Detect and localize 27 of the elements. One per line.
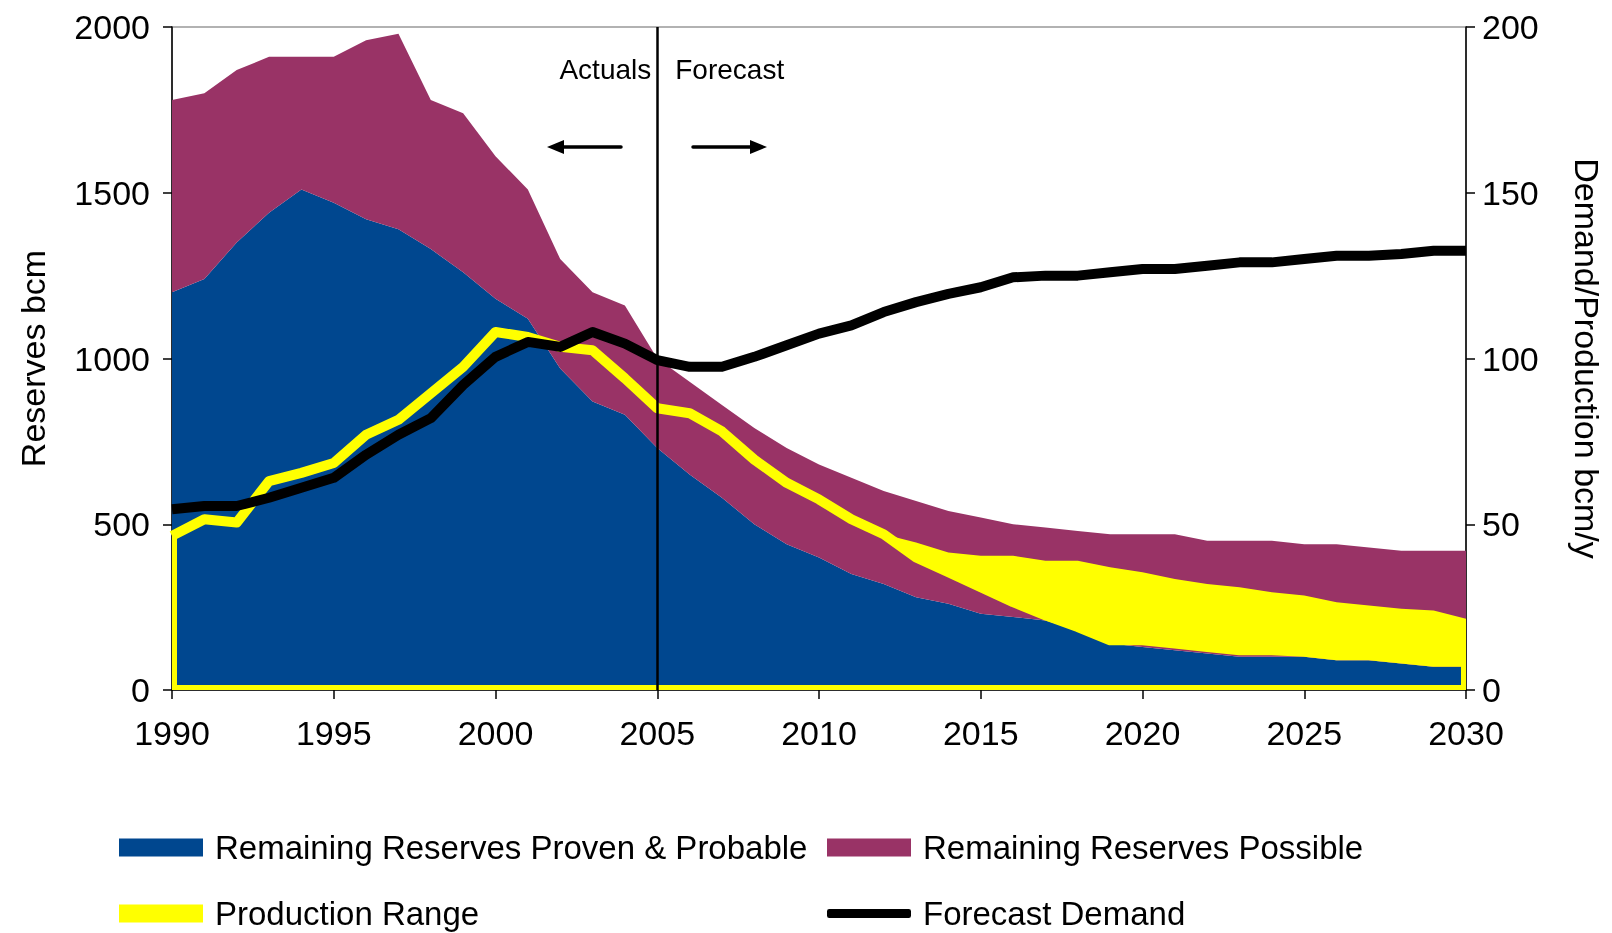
y-tick-label: 1000 <box>74 339 150 378</box>
y2-tick-label: 100 <box>1482 339 1539 378</box>
y2-tick-label: 200 <box>1482 8 1539 46</box>
y2-tick-label: 150 <box>1482 173 1539 212</box>
annotation: Forecast <box>675 53 785 85</box>
x-tick-label: 2025 <box>1266 714 1343 752</box>
y2-axis-title: Demand/Production bcm/y <box>1568 158 1606 559</box>
legend-label: Remaining Reserves Proven & Probable <box>215 829 808 866</box>
legend-label: Remaining Reserves Possible <box>923 829 1364 866</box>
y-tick-label: 500 <box>93 505 150 544</box>
y-axis-title: Reserves bcm <box>14 249 52 468</box>
x-tick-label: 2015 <box>942 714 1019 752</box>
y2-tick-label: 50 <box>1482 505 1520 544</box>
annotation: Actuals <box>559 53 652 85</box>
y2-tick-label: 0 <box>1482 671 1501 709</box>
x-tick-label: 2005 <box>619 714 696 752</box>
y-tick-label: 1500 <box>74 173 150 212</box>
x-tick-label: 1995 <box>295 714 372 752</box>
x-tick-label: 2010 <box>781 714 857 752</box>
legend-label: Production Range <box>215 895 480 932</box>
x-tick-label: 2030 <box>1428 714 1504 752</box>
y-tick-label: 0 <box>131 671 150 709</box>
x-tick-label: 2020 <box>1104 714 1181 752</box>
x-tick-label: 1990 <box>134 714 210 752</box>
legend-label: Forecast Demand <box>923 895 1186 932</box>
y-tick-label: 2000 <box>74 8 150 46</box>
x-tick-label: 2000 <box>457 714 534 752</box>
